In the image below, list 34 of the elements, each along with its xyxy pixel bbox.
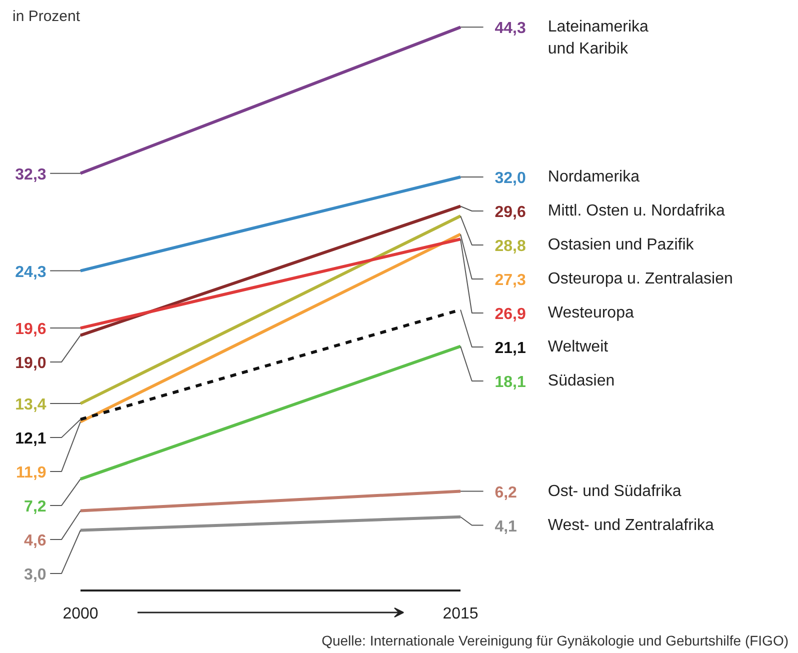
data-label: 13,4 <box>15 396 46 414</box>
text: Ostasien und Pazifik <box>548 236 695 254</box>
text: Ost- und Südafrika <box>548 482 682 500</box>
text: Weltweit <box>548 338 609 356</box>
x-tick-label: 2015 <box>442 606 478 622</box>
data-label: 18,1 <box>494 374 526 391</box>
data-label: 21,1 <box>494 340 526 357</box>
data-label: 28,8 <box>494 238 526 255</box>
text: Lateinamerika und Karibik <box>548 18 648 58</box>
text: Nordamerika <box>548 168 640 186</box>
data-label: 7,2 <box>24 498 46 516</box>
data-label: 32,3 <box>15 166 46 184</box>
text: Südasien <box>548 372 615 390</box>
data-label: 26,9 <box>494 306 526 323</box>
data-label: 19,6 <box>15 321 46 338</box>
data-label: 6,2 <box>494 484 518 502</box>
data-label: 3,0 <box>24 566 46 584</box>
data-label: 24,3 <box>15 264 46 281</box>
text: Westeuropa <box>548 304 634 322</box>
data-label: 19,0 <box>15 355 46 372</box>
data-label: 4,1 <box>494 518 518 536</box>
data-label: 12,1 <box>15 430 46 448</box>
data-label: 4,6 <box>24 532 46 550</box>
x-tick-label: 2000 <box>62 606 98 622</box>
text: Mittl. Osten u. Nordafrika <box>548 202 725 220</box>
data-label: 27,3 <box>494 272 526 289</box>
text: West- und Zentralafrika <box>548 516 714 534</box>
data-label: 11,9 <box>16 464 46 482</box>
source-note: Quelle: Internationale Vereinigung für Gynäkologie und Geburtshilfe (FIGO) <box>322 632 789 648</box>
data-label: 44,3 <box>494 20 526 38</box>
y-axis-title: in Prozent <box>12 8 81 25</box>
data-label: 32,0 <box>494 170 526 187</box>
data-label: 29,6 <box>494 204 526 221</box>
text: Osteuropa u. Zentralasien <box>548 270 733 288</box>
